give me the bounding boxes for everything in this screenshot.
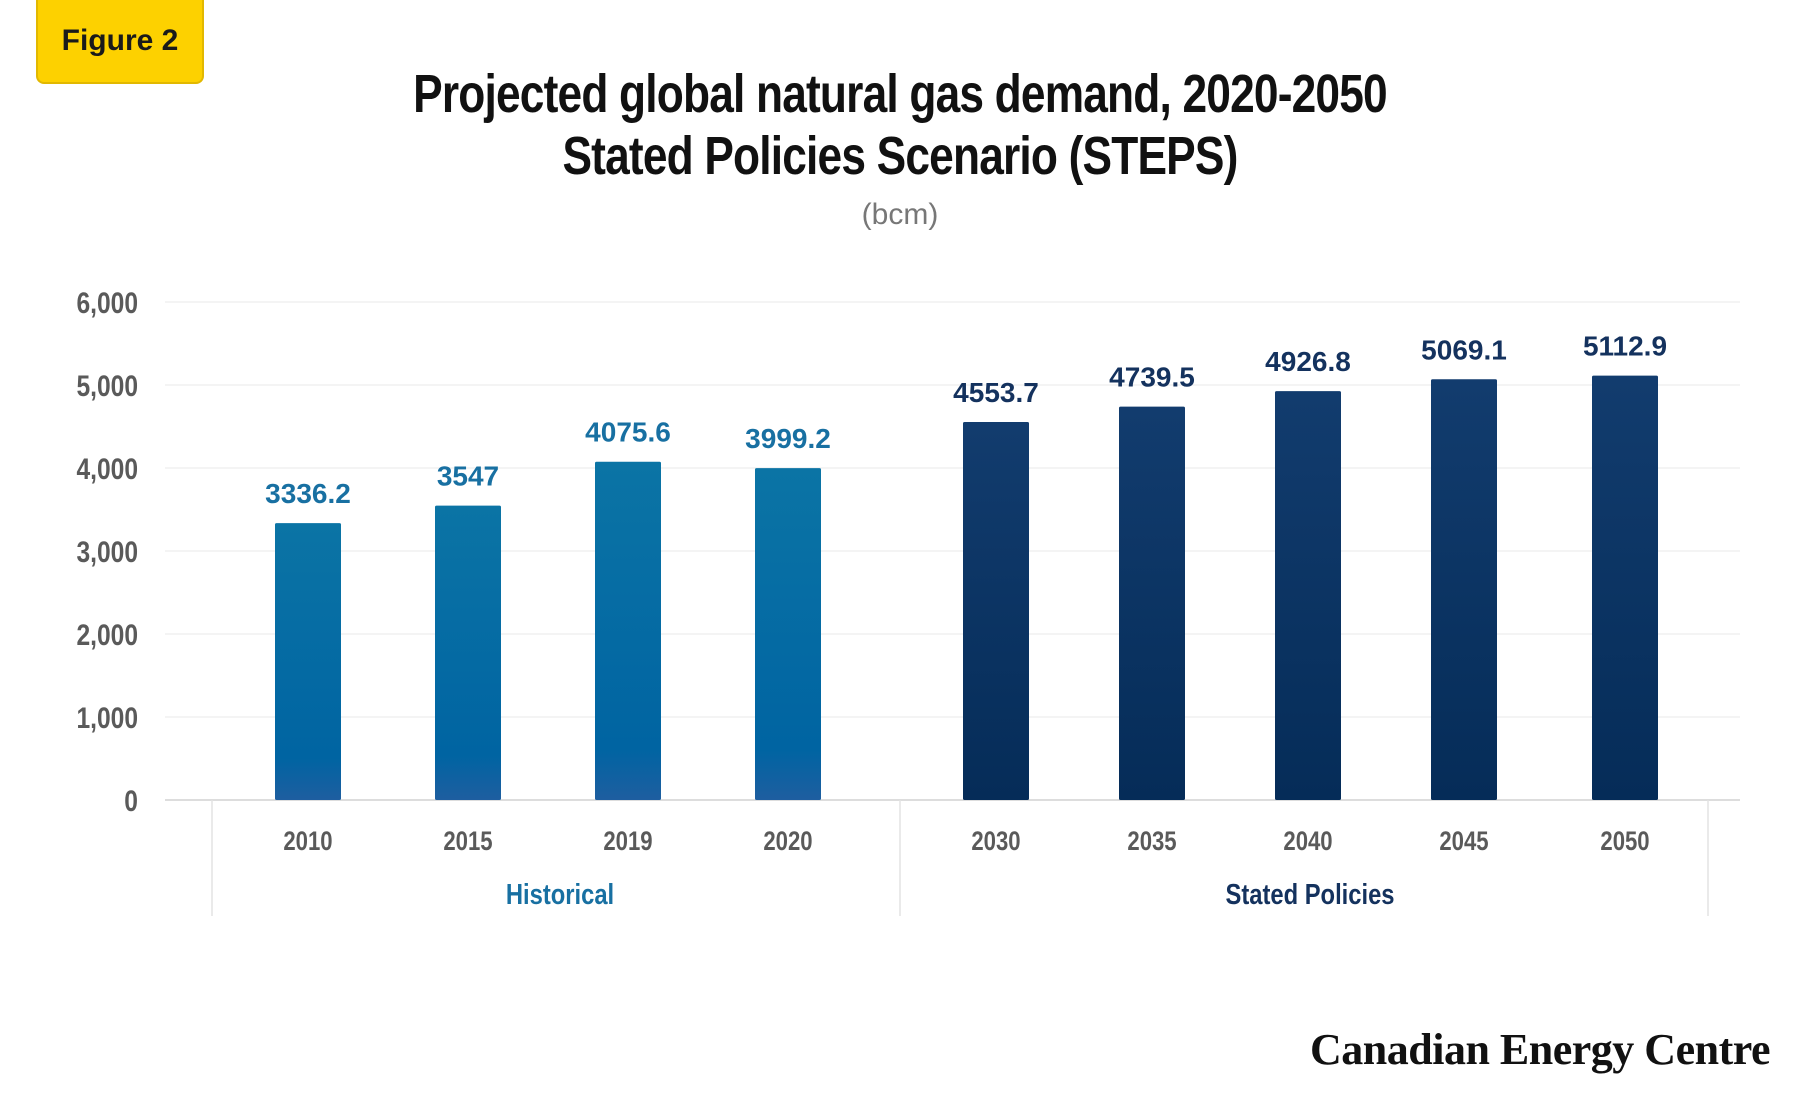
- y-tick-label: 5,000: [76, 369, 138, 403]
- bar-2040: [1275, 391, 1341, 800]
- y-tick-label: 3,000: [76, 535, 138, 569]
- value-label-2010: 3336.2: [265, 478, 351, 509]
- x-tick-label-2045: 2045: [1439, 827, 1488, 857]
- value-label-2015: 3547: [437, 461, 499, 492]
- group-label-historical: Historical: [506, 878, 614, 911]
- bar-2045: [1431, 379, 1497, 800]
- figure-badge: Figure 2: [36, 0, 204, 84]
- x-tick-label-2019: 2019: [603, 827, 652, 857]
- x-tick-label-2035: 2035: [1127, 827, 1176, 857]
- bar-2019: [595, 461, 661, 800]
- bar-2020: [755, 468, 821, 800]
- x-tick-label-2050: 2050: [1600, 827, 1649, 857]
- y-tick-label: 4,000: [76, 452, 138, 486]
- x-tick-label-2030: 2030: [971, 827, 1020, 857]
- value-label-2050: 5112.9: [1583, 331, 1667, 362]
- chart-subtitle: Stated Policies Scenario (STEPS): [562, 126, 1238, 186]
- bar-2050: [1592, 375, 1658, 800]
- bar-2035: [1119, 406, 1185, 800]
- y-tick-label: 2,000: [76, 618, 138, 652]
- y-tick-label: 1,000: [76, 701, 138, 735]
- bar-2010: [275, 523, 341, 800]
- value-label-2030: 4553.7: [953, 377, 1039, 408]
- x-tick-label-2010: 2010: [283, 827, 332, 857]
- group-label-stated-policies: Stated Policies: [1225, 878, 1394, 911]
- y-tick-label: 0: [124, 784, 138, 818]
- x-tick-label-2020: 2020: [763, 827, 812, 857]
- bar-2030: [963, 422, 1029, 800]
- bar-chart: 0 1,000 2,000 3,000 4,000 5,000 6,000 3336.2 35…: [76, 286, 1740, 916]
- canadian-energy-centre-logo: Canadian Energy Centre: [1310, 1025, 1770, 1074]
- value-label-2019: 4075.6: [585, 417, 671, 448]
- y-tick-label: 6,000: [76, 286, 138, 320]
- value-label-2045: 5069.1: [1421, 334, 1507, 365]
- chart-title: Projected global natural gas demand, 202…: [413, 64, 1388, 124]
- value-label-2035: 4739.5: [1109, 362, 1195, 393]
- bar-2015: [435, 505, 501, 800]
- value-label-2020: 3999.2: [745, 423, 831, 454]
- x-tick-label-2015: 2015: [443, 827, 492, 857]
- value-label-2040: 4926.8: [1265, 346, 1351, 377]
- x-tick-label-2040: 2040: [1283, 827, 1332, 857]
- unit-label: (bcm): [861, 198, 939, 231]
